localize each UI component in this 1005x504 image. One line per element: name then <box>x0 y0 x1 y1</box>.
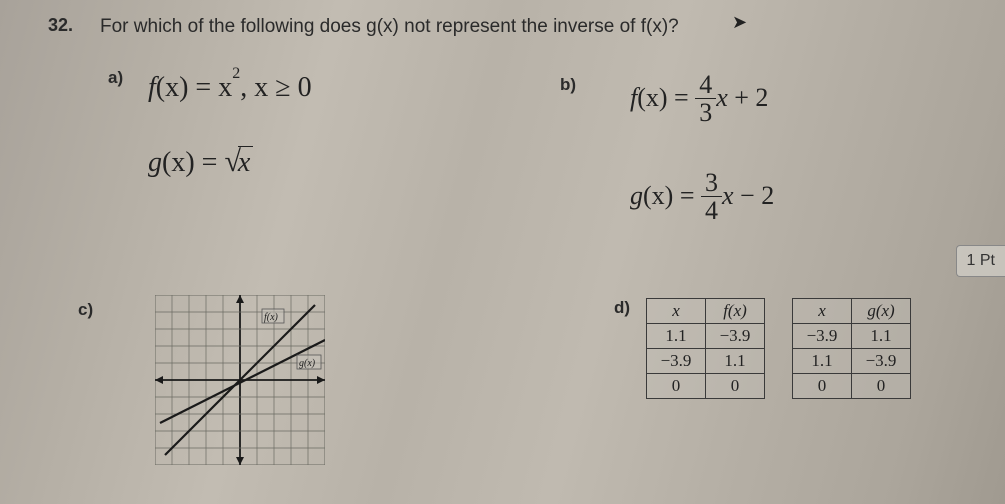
label-f: f(x) <box>264 312 279 323</box>
cell: 0 <box>793 374 852 399</box>
table-row: 1.1−3.9 <box>793 349 911 374</box>
arrow-left-icon <box>155 376 163 384</box>
cell: 1.1 <box>793 349 852 374</box>
option-c-label: c) <box>78 300 93 320</box>
table-row: 00 <box>793 374 911 399</box>
option-a-g: g(x) = √x <box>148 145 253 179</box>
ga-g: g <box>148 147 162 178</box>
th-x: x <box>647 299 706 324</box>
fa-x: (x) = x <box>156 72 232 103</box>
option-b-g: g(x) = 34x − 2 <box>630 170 774 226</box>
fa-cond: , x ≥ 0 <box>240 72 311 103</box>
cell: 1.1 <box>706 349 765 374</box>
table-row: 1.1−3.9 <box>647 324 765 349</box>
option-a-label: a) <box>108 68 123 88</box>
table-row: x g(x) <box>793 299 911 324</box>
graph-line-g <box>160 340 325 423</box>
label-g: g(x) <box>299 358 316 369</box>
question-text: For which of the following does g(x) not… <box>100 16 679 38</box>
cell: −3.9 <box>793 324 852 349</box>
arrow-right-icon <box>317 376 325 384</box>
table-f: x f(x) 1.1−3.9 −3.91.1 00 <box>646 298 765 399</box>
table-row: 00 <box>647 374 765 399</box>
gb-open: (x) = <box>643 181 701 210</box>
points-badge: 1 Pt <box>956 245 1005 277</box>
th-x: x <box>793 299 852 324</box>
option-b-label: b) <box>560 75 576 95</box>
th-fx: f(x) <box>706 299 765 324</box>
option-a-f: f(x) = x2, x ≥ 0 <box>148 72 312 104</box>
ga-x: (x) = <box>162 147 224 178</box>
gb-g: g <box>630 181 643 210</box>
cell: 0 <box>647 374 706 399</box>
gb-num: 3 <box>701 170 722 197</box>
table-row: x f(x) <box>647 299 765 324</box>
cell: 1.1 <box>852 324 911 349</box>
question-number: 32. <box>48 15 73 36</box>
cell: −3.9 <box>647 349 706 374</box>
option-c-graph: f(x) g(x) <box>155 295 325 465</box>
cell: −3.9 <box>706 324 765 349</box>
cell: 1.1 <box>647 324 706 349</box>
fa-exp: 2 <box>232 65 240 82</box>
table-row: −3.91.1 <box>793 324 911 349</box>
table-row: −3.91.1 <box>647 349 765 374</box>
gb-den: 4 <box>701 197 722 226</box>
th-gx: g(x) <box>852 299 911 324</box>
fb-den: 3 <box>695 99 716 128</box>
ga-arg: x <box>238 146 253 178</box>
cursor-icon: ➤ <box>732 12 747 33</box>
gb-x: x <box>722 181 734 210</box>
fb-x: x <box>716 83 728 112</box>
arrow-down-icon <box>236 457 244 465</box>
fb-num: 4 <box>695 72 716 99</box>
cell: −3.9 <box>852 349 911 374</box>
cell: 0 <box>852 374 911 399</box>
fb-open: (x) = <box>637 83 695 112</box>
cell: 0 <box>706 374 765 399</box>
table-g: x g(x) −3.91.1 1.1−3.9 00 <box>792 298 911 399</box>
option-b-f: f(x) = 43x + 2 <box>630 72 768 128</box>
fa-f: f <box>148 72 156 103</box>
arrow-up-icon <box>236 295 244 303</box>
option-d-label: d) <box>614 298 630 318</box>
